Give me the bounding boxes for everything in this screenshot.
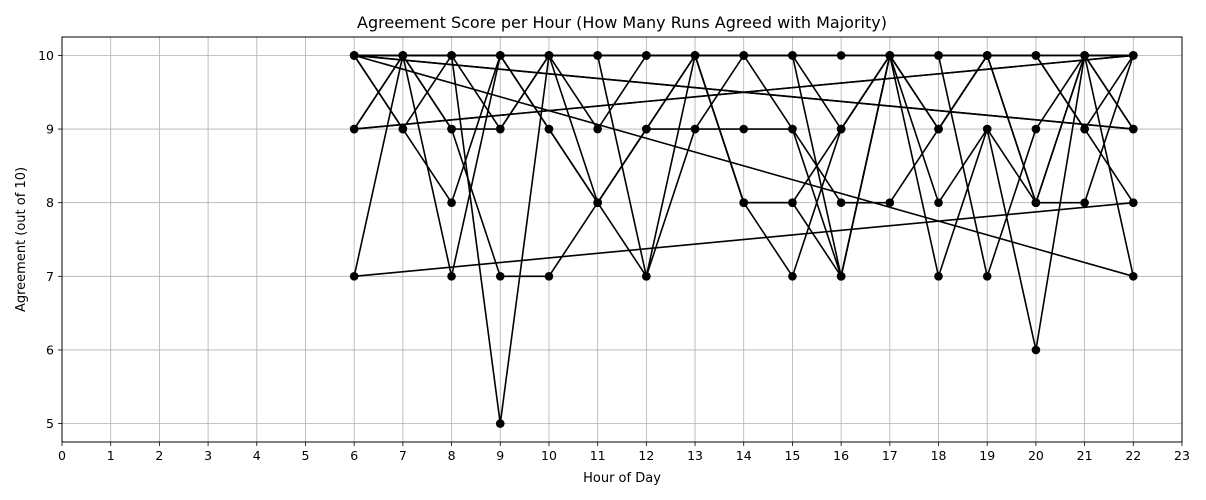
data-point xyxy=(1031,345,1041,355)
connector-line-5 xyxy=(354,54,1134,130)
data-point xyxy=(495,272,505,281)
data-point xyxy=(739,198,749,207)
y-tick-label: 8 xyxy=(46,195,54,210)
data-point xyxy=(836,51,846,60)
grid xyxy=(61,37,1183,442)
data-point xyxy=(349,272,359,281)
data-point xyxy=(690,124,700,134)
x-tick-label: 11 xyxy=(590,448,606,463)
y-tick-label: 9 xyxy=(46,122,54,137)
y-axis-label: Agreement (out of 10) xyxy=(14,167,29,312)
data-point xyxy=(642,124,651,134)
data-point xyxy=(495,51,505,60)
x-tick-label: 23 xyxy=(1174,448,1190,463)
data-point xyxy=(788,198,797,207)
data-point xyxy=(934,272,943,281)
data-point xyxy=(447,124,456,134)
data-point xyxy=(1129,198,1138,207)
data-point xyxy=(934,124,943,134)
data-point xyxy=(447,272,456,281)
data-point xyxy=(1080,198,1089,207)
x-tick-label: 7 xyxy=(399,448,407,463)
data-point xyxy=(982,124,992,134)
data-point xyxy=(544,51,554,60)
data-point xyxy=(690,51,700,60)
data-point xyxy=(593,198,602,207)
data-point xyxy=(495,419,505,428)
x-tick-label: 20 xyxy=(1028,448,1044,463)
data-point xyxy=(788,272,797,281)
connector-line-4 xyxy=(354,201,1134,278)
data-point xyxy=(885,198,895,207)
data-point xyxy=(1129,272,1138,281)
data-point xyxy=(398,124,408,134)
x-axis-label: Hour of Day xyxy=(583,471,661,486)
x-tick-label: 2 xyxy=(155,448,163,463)
y-tick-label: 6 xyxy=(46,342,54,357)
y-tick-label: 5 xyxy=(46,416,54,431)
data-point xyxy=(1031,198,1041,207)
x-tick-label: 15 xyxy=(784,448,800,463)
x-tick-label: 19 xyxy=(979,448,995,463)
data-point xyxy=(1129,51,1138,60)
data-point xyxy=(1080,51,1089,60)
data-point xyxy=(349,124,359,134)
data-point xyxy=(447,51,456,60)
data-point xyxy=(1080,124,1089,134)
x-tick-label: 17 xyxy=(882,448,898,463)
data-point xyxy=(788,51,797,60)
data-point xyxy=(739,124,749,134)
data-point xyxy=(739,51,749,60)
data-point xyxy=(1031,124,1041,134)
x-axis-ticks: 0 1 2 3 4 5 6 7 8 9 10 11 12 13 14 15 16 17 18 19 20 21 22 23 xyxy=(58,442,1190,463)
x-tick-label: 13 xyxy=(687,448,703,463)
data-point xyxy=(544,272,554,281)
data-point xyxy=(982,272,992,281)
x-tick-label: 4 xyxy=(253,448,261,463)
x-tick-label: 10 xyxy=(541,448,557,463)
x-tick-label: 21 xyxy=(1077,448,1093,463)
x-tick-label: 5 xyxy=(302,448,310,463)
data-point xyxy=(398,51,408,60)
data-point xyxy=(349,51,359,60)
data-point xyxy=(593,124,602,134)
data-point xyxy=(982,51,992,60)
y-tick-label: 7 xyxy=(46,269,54,284)
x-tick-label: 0 xyxy=(58,448,66,463)
data-point xyxy=(1129,124,1138,134)
x-tick-label: 22 xyxy=(1125,448,1141,463)
x-tick-label: 8 xyxy=(448,448,456,463)
data-point xyxy=(836,198,846,207)
x-tick-label: 6 xyxy=(350,448,358,463)
y-tick-label: 10 xyxy=(38,48,54,63)
x-tick-label: 1 xyxy=(107,448,115,463)
data-point xyxy=(788,124,797,134)
x-tick-label: 16 xyxy=(833,448,849,463)
data-point xyxy=(836,124,846,134)
x-tick-label: 14 xyxy=(736,448,752,463)
data-point xyxy=(836,272,846,281)
x-tick-label: 9 xyxy=(496,448,504,463)
data-point xyxy=(593,51,602,60)
chart-title: Agreement Score per Hour (How Many Runs … xyxy=(357,13,887,32)
y-axis-ticks: 5 6 7 8 9 10 xyxy=(38,48,62,431)
data-point xyxy=(495,124,505,134)
data-point xyxy=(934,198,943,207)
data-point xyxy=(934,51,943,60)
data-point xyxy=(544,124,554,134)
series-markers xyxy=(349,51,1138,428)
data-point xyxy=(1031,51,1041,60)
data-point xyxy=(642,272,651,281)
x-tick-label: 12 xyxy=(638,448,654,463)
data-point xyxy=(885,51,895,60)
data-point xyxy=(447,198,456,207)
connector-line-6 xyxy=(353,54,1134,278)
x-tick-label: 3 xyxy=(204,448,212,463)
plot-frame xyxy=(61,36,1183,443)
data-point xyxy=(642,51,651,60)
x-tick-label: 18 xyxy=(931,448,947,463)
